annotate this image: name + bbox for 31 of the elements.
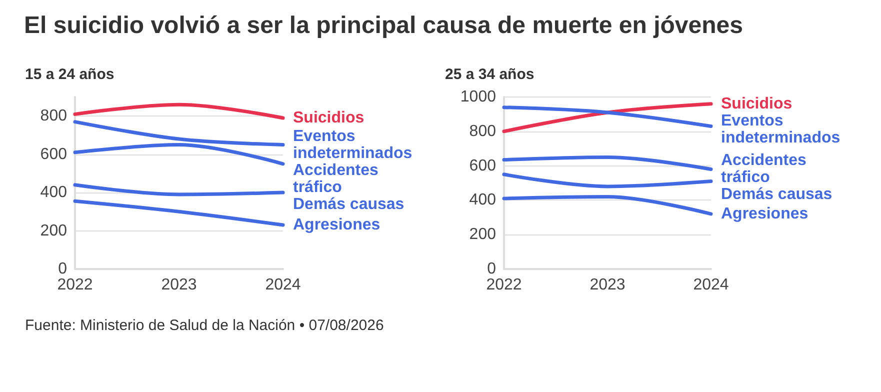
source-note: Fuente: Ministerio de Salud de la Nación • 07/08/2026 xyxy=(25,317,384,334)
series-label: Agresiones xyxy=(721,205,808,222)
y-tick-label: 600 xyxy=(40,146,68,163)
y-tick-label: 1000 xyxy=(460,88,496,106)
y-tick-label: 400 xyxy=(40,184,68,202)
y-tick-label: 400 xyxy=(469,192,496,209)
text: El suicidio volvió a ser la principal causa de muerte en jóvenes xyxy=(24,12,743,40)
series-label: Eventos indeterminados xyxy=(293,128,412,162)
chart-subtitle: 25 a 34 años xyxy=(445,66,534,83)
series-label: Suicidios xyxy=(721,95,792,112)
series-label: Eventos indeterminados xyxy=(721,112,840,146)
series-label: Accidentes tráfico xyxy=(721,152,811,186)
series-label: Suicidios xyxy=(293,110,364,127)
series-label: Agresiones xyxy=(293,216,380,234)
x-tick-label: 2022 xyxy=(57,276,93,294)
x-tick-label: 2024 xyxy=(693,276,729,294)
x-tick-label: 2024 xyxy=(265,276,301,294)
x-tick-label: 2022 xyxy=(486,276,522,294)
x-tick-label: 2023 xyxy=(161,276,197,294)
y-tick-label: 0 xyxy=(487,260,496,278)
y-tick-label: 200 xyxy=(469,226,496,244)
y-tick-label: 0 xyxy=(58,260,68,278)
series-label: Demás causas xyxy=(721,186,832,204)
y-tick-label: 600 xyxy=(469,157,496,174)
y-tick-label: 800 xyxy=(469,122,496,140)
series-label: Accidentes tráfico xyxy=(293,162,383,196)
chart-subtitle: 15 a 24 años xyxy=(25,66,114,83)
x-tick-label: 2023 xyxy=(590,276,626,294)
y-tick-label: 200 xyxy=(40,222,68,240)
y-tick-label: 800 xyxy=(40,108,68,125)
series-label: Demás causas xyxy=(293,196,404,213)
